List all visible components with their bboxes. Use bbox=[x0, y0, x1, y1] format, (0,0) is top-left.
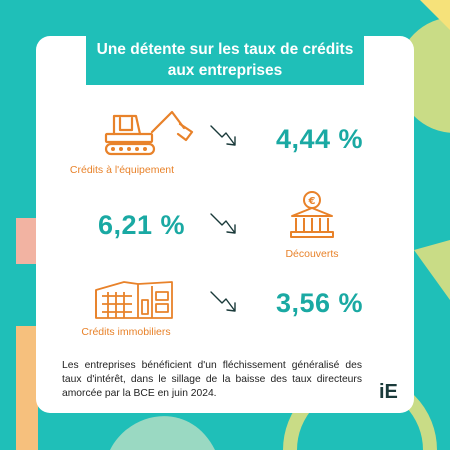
overdraft-rate: 6,21 % bbox=[98, 210, 186, 240]
down-arrow-icon bbox=[210, 213, 236, 234]
down-arrow-icon bbox=[210, 125, 236, 146]
description-text: Les entreprises bénéficient d'un fléchis… bbox=[62, 360, 362, 399]
ie-logo: iE bbox=[379, 381, 398, 404]
orange-bar-shape bbox=[16, 326, 38, 450]
svg-text:€: € bbox=[308, 196, 316, 207]
logo-text: iE bbox=[379, 381, 398, 403]
green-wedge-shape bbox=[414, 240, 450, 300]
infographic-card: Une détente sur les taux de crédits aux … bbox=[36, 36, 414, 413]
pink-bar-shape bbox=[16, 218, 38, 264]
equipment-credit-rate: 4,44 % bbox=[276, 124, 364, 154]
down-arrow-icon bbox=[210, 291, 236, 312]
mint-arc-shape bbox=[110, 416, 215, 450]
equipment-credit-label: Crédits à l'équipement bbox=[69, 164, 175, 176]
yellow-corner-shape bbox=[420, 0, 450, 30]
building-icon bbox=[95, 281, 173, 319]
overdraft-label: Découverts bbox=[285, 248, 339, 260]
real-estate-credit-rate: 3,56 % bbox=[276, 288, 364, 318]
excavator-icon bbox=[104, 110, 194, 156]
page-title: Une détente sur les taux de crédits aux … bbox=[86, 36, 364, 85]
bank-euro-icon: € bbox=[290, 191, 334, 238]
real-estate-credit-label: Crédits immobiliers bbox=[81, 326, 171, 338]
